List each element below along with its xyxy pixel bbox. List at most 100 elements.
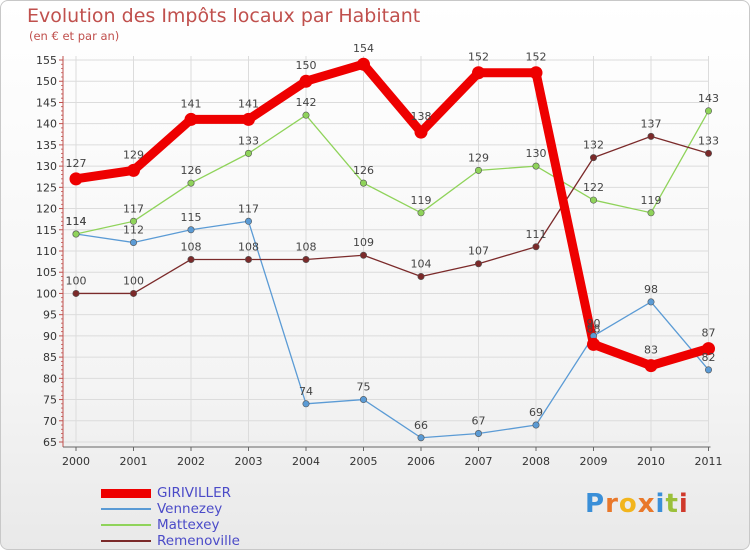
y-tick-label: 150 [36,75,57,88]
series-line-mattexey [75,110,710,235]
data-label-giriviller: 150 [296,59,317,72]
y-tick-label: 120 [36,203,57,216]
logo-letter: i [655,489,666,519]
legend-item-remenoville: Remenoville [101,533,240,549]
data-label-remenoville: 107 [468,245,489,258]
data-point-giriviller [529,66,543,80]
data-point-remenoville [532,243,540,251]
y-tick-label: 105 [36,266,57,279]
data-label-remenoville: 108 [181,240,202,253]
data-label-vennezey: 114 [66,215,87,228]
data-label-giriviller: 141 [238,97,259,110]
data-label-vennezey: 67 [472,415,486,428]
data-label-giriviller: 129 [123,148,144,161]
y-tick-label: 95 [43,309,57,322]
x-tick-label: 2007 [465,455,493,468]
y-tick-label: 125 [36,181,57,194]
data-label-vennezey: 69 [529,406,543,419]
y-tick-label: 75 [43,394,57,407]
data-point-remenoville [187,255,195,263]
series-line-giriviller [71,59,713,371]
data-point-mattexey [589,196,597,204]
y-tick-label: 110 [36,245,57,258]
legend-item-mattexey: Mattexey [101,517,240,533]
data-label-mattexey: 119 [641,194,662,207]
data-point-mattexey [647,209,655,217]
axes [59,56,711,451]
legend: GIRIVILLER Vennezey Mattexey Remenoville [101,485,240,549]
data-label-remenoville: 111 [526,228,547,241]
data-label-giriviller: 87 [702,327,716,340]
data-point-remenoville [72,289,80,297]
y-tick-label: 65 [43,436,57,449]
x-tick-label: 2003 [235,455,263,468]
data-point-remenoville [704,149,712,157]
data-label-vennezey: 112 [123,224,144,237]
data-label-vennezey: 66 [414,419,428,432]
data-point-remenoville [245,255,253,263]
data-point-mattexey [130,217,138,225]
y-tick-label: 100 [36,287,57,300]
series-markers [69,57,715,442]
data-point-remenoville [647,132,655,140]
data-label-mattexey: 143 [698,92,719,105]
series-line-remenoville [75,135,710,295]
data-label-remenoville: 100 [66,274,87,287]
data-label-vennezey: 115 [181,211,202,224]
legend-label: GIRIVILLER [157,485,231,501]
grid-lines [63,56,709,443]
data-label-remenoville: 133 [698,134,719,147]
x-tick-label: 2005 [350,455,378,468]
logo-letter: o [618,489,638,519]
logo-letter: x [637,489,656,519]
data-label-giriviller: 141 [181,97,202,110]
data-point-vennezey [187,226,195,234]
data-label-vennezey: 98 [644,283,658,296]
data-point-mattexey [532,162,540,170]
x-tick-label: 2002 [177,455,205,468]
data-label-remenoville: 108 [296,240,317,253]
data-point-giriviller [127,163,140,177]
data-point-mattexey [704,107,712,115]
y-tick-label: 135 [36,139,57,152]
data-point-vennezey [532,421,540,429]
x-tick-label: 2009 [580,455,608,468]
y-tick-label: 85 [43,351,57,364]
data-point-vennezey [359,396,367,404]
legend-item-giriviller: GIRIVILLER [101,485,240,501]
data-label-giriviller: 152 [468,51,489,64]
x-tick-label: 2004 [292,455,320,468]
data-label-remenoville: 104 [411,257,432,270]
y-tick-label: 140 [36,118,57,131]
data-label-mattexey: 126 [181,164,202,177]
data-label-mattexey: 114 [66,215,87,228]
data-point-vennezey [417,434,425,442]
data-label-giriviller: 152 [526,51,547,64]
data-label-mattexey: 133 [238,134,259,147]
data-point-remenoville [359,251,367,259]
legend-item-vennezey: Vennezey [101,501,240,517]
y-tick-label: 130 [36,160,57,173]
x-tick-label: 2010 [637,455,665,468]
legend-label: Mattexey [157,517,220,533]
legend-swatch [101,540,151,542]
data-point-giriviller [69,172,83,186]
data-label-remenoville: 137 [641,117,662,130]
chart-title: Evolution des Impôts locaux par Habitant [27,5,421,27]
data-label-mattexey: 119 [411,194,432,207]
data-point-giriviller [184,112,198,126]
data-point-mattexey [245,149,253,157]
data-label-giriviller: 83 [644,344,658,357]
data-label-mattexey: 122 [583,181,604,194]
y-tick-labels: 65 70 75 80 85 90 95 100 105 110 115 120 125 130 135 14… [36,54,57,449]
logo-letter: i [678,489,689,519]
legend-swatch [101,508,151,510]
data-point-giriviller [644,359,658,373]
data-label-remenoville: 100 [123,274,144,287]
data-point-remenoville [130,289,138,297]
y-tick-label: 145 [36,96,57,109]
series-line-vennezey [75,220,710,439]
data-point-mattexey [359,179,367,187]
